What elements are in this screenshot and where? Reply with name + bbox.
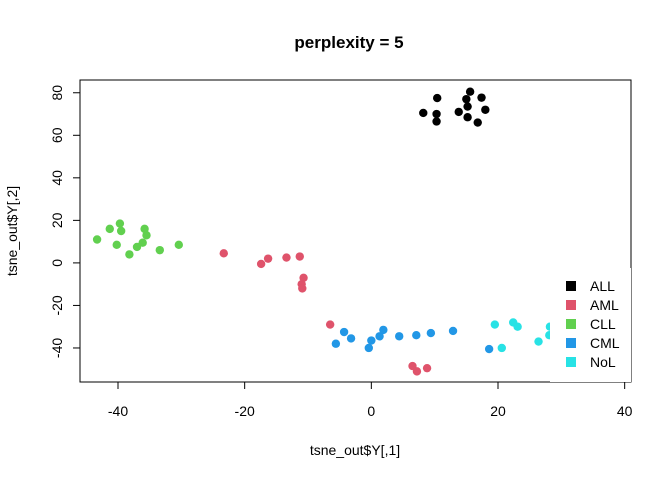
point-cll-10 [155,245,164,255]
point-aml-11 [422,363,432,373]
legend-swatch-all [566,281,576,291]
point-cml-9 [426,328,436,338]
x-axis-label: tsne_out$Y[,1] [310,442,400,458]
x-tick-label-2: 0 [367,403,375,419]
y-tick-label-2: 0 [49,259,65,267]
point-all-2 [432,109,441,119]
x-tick-label-3: 20 [490,403,506,419]
y-tick-label-1: -20 [49,295,65,315]
point-cll-4 [112,240,121,250]
legend-label-all: ALL [590,278,615,294]
point-all-9 [473,118,482,127]
y-tick-label-6: 80 [49,85,65,101]
legend-swatch-aml [566,300,576,310]
point-aml-8 [325,320,335,329]
point-cll-8 [140,224,149,234]
legend-label-aml: AML [590,297,619,313]
point-all-8 [463,113,472,122]
point-aml-0 [219,249,228,258]
legend-label-cml: CML [590,335,620,351]
y-tick-label-4: 40 [49,170,65,186]
point-cll-11 [174,240,183,250]
y-tick-label-5: 60 [49,127,65,143]
point-cml-2 [346,334,356,343]
point-cll-9 [142,231,151,240]
point-cml-4 [367,336,376,345]
point-cml-8 [412,331,421,340]
point-nol-3 [513,322,522,331]
point-cml-6 [379,325,388,335]
point-cml-10 [448,326,458,336]
legend-swatch-nol [566,357,576,367]
point-all-4 [454,107,463,117]
x-tick-label-4: 40 [617,403,633,419]
legend-swatch-cml [566,338,576,348]
point-cml-3 [364,343,373,353]
point-all-7 [465,87,475,96]
point-all-11 [481,105,490,114]
legend: ALL AML CLL CML NoL [550,268,631,382]
point-nol-0 [490,320,500,329]
point-all-1 [433,93,442,103]
point-aml-10 [412,367,422,376]
point-cll-1 [105,224,114,234]
point-nol-4 [534,337,543,346]
points-layer [92,87,555,376]
point-cml-7 [395,332,404,341]
point-cml-1 [339,327,349,337]
x-tick-label-1: -20 [235,403,255,419]
point-cll-2 [115,219,125,228]
point-cll-7 [138,238,147,247]
point-all-3 [432,117,441,126]
point-cll-3 [116,226,126,236]
point-cll-5 [125,250,134,259]
point-aml-3 [282,253,291,262]
legend-label-nol: NoL [590,354,616,370]
point-aml-1 [256,259,266,269]
point-all-0 [419,108,428,118]
x-tick-label-0: -40 [108,403,128,419]
legend-label-cll: CLL [590,316,616,332]
x-axis: -40 -20 0 20 40 [108,381,633,419]
point-aml-2 [263,254,273,263]
point-cml-5 [375,332,384,341]
chart-title: perplexity = 5 [294,33,403,52]
y-axis: -40 -20 0 20 40 60 80 [49,85,81,358]
point-cll-0 [92,235,102,244]
point-aml-4 [295,252,304,261]
point-cml-0 [331,339,341,348]
legend-box [550,268,631,382]
y-tick-label-0: -40 [49,338,65,358]
point-aml-5 [299,273,308,282]
legend-swatch-cll [566,319,576,329]
point-all-6 [463,102,472,111]
y-axis-label: tsne_out$Y[,2] [4,186,20,276]
y-tick-label-3: 20 [49,212,65,228]
point-aml-7 [298,284,307,293]
point-all-5 [462,94,471,104]
point-cml-11 [484,344,494,354]
point-nol-1 [497,343,506,353]
point-all-10 [477,93,486,102]
